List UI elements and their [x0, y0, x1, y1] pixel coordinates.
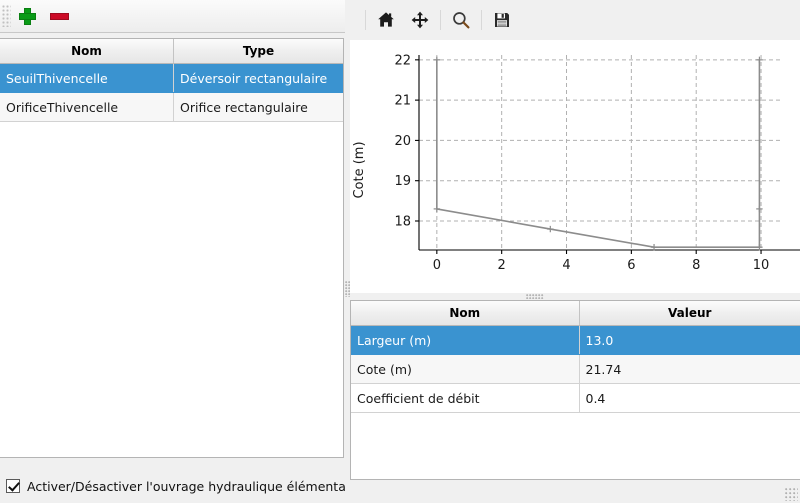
svg-text:20: 20 — [394, 134, 411, 149]
table-row[interactable]: OrificeThivencelle Orifice rectangulaire — [0, 92, 343, 122]
save-icon — [495, 13, 509, 27]
svg-text:6: 6 — [627, 258, 635, 273]
pan-button[interactable] — [403, 4, 437, 36]
elements-table-container[interactable]: Nom Type SeuilThivencelle Déversoir rect… — [0, 38, 344, 458]
zoom-icon — [453, 12, 470, 29]
toolbar-separator — [481, 10, 482, 30]
remove-element-button[interactable] — [43, 2, 75, 30]
cell-valeur[interactable]: 13.0 — [579, 325, 800, 355]
table-row[interactable]: Largeur (m) 13.0 — [351, 325, 800, 355]
elements-table: Nom Type SeuilThivencelle Déversoir rect… — [0, 39, 343, 122]
cell-nom[interactable]: Coefficient de débit — [351, 383, 580, 413]
svg-text:0: 0 — [433, 258, 441, 273]
svg-text:22: 22 — [394, 53, 411, 68]
properties-table-container[interactable]: Nom Valeur Largeur (m) 13.0 Cote (m) 21.… — [350, 300, 800, 480]
home-button[interactable] — [369, 4, 403, 36]
column-header-nom[interactable]: Nom — [351, 301, 580, 326]
table-row[interactable]: SeuilThivencelle Déversoir rectangulaire — [0, 63, 343, 93]
save-button[interactable] — [485, 4, 519, 36]
cell-type[interactable]: Déversoir rectangulaire — [173, 63, 343, 93]
svg-text:19: 19 — [394, 174, 411, 189]
toolbar-drag-handle[interactable] — [2, 5, 11, 27]
svg-text:8: 8 — [692, 258, 700, 273]
chart-gridlines — [419, 55, 781, 250]
column-header-nom[interactable]: Nom — [0, 39, 174, 64]
svg-text:18: 18 — [394, 214, 411, 229]
plot-navigation-toolbar — [350, 0, 800, 40]
cell-valeur[interactable]: 0.4 — [579, 383, 800, 413]
svg-text:10: 10 — [753, 258, 770, 273]
profile-chart[interactable]: 0 2 4 6 8 10 18 19 20 21 22 Cote (m) — [350, 40, 800, 293]
cell-nom[interactable]: SeuilThivencelle — [0, 63, 174, 93]
home-icon — [378, 12, 394, 27]
elements-table-header-row: Nom Type — [0, 39, 343, 64]
table-row[interactable]: Cote (m) 21.74 — [351, 354, 800, 384]
cell-nom[interactable]: Largeur (m) — [351, 325, 580, 355]
add-element-button[interactable] — [11, 2, 43, 30]
elements-toolbar — [0, 0, 345, 33]
activate-checkbox[interactable] — [6, 479, 20, 493]
right-panel: 0 2 4 6 8 10 18 19 20 21 22 Cote (m) Nom Valeur — [350, 0, 800, 503]
activate-checkbox-label: Activer/Désactiver l'ouvrage hydraulique… — [27, 478, 362, 494]
left-panel: Nom Type SeuilThivencelle Déversoir rect… — [0, 0, 362, 503]
splitter-grip — [345, 281, 350, 297]
chart-tick-labels: 0 2 4 6 8 10 18 19 20 21 22 — [394, 53, 769, 273]
horizontal-splitter[interactable] — [350, 293, 800, 300]
svg-text:2: 2 — [498, 258, 506, 273]
activate-checkbox-row: Activer/Désactiver l'ouvrage hydraulique… — [0, 475, 362, 497]
column-header-type[interactable]: Type — [173, 39, 343, 64]
chart-axes — [415, 55, 800, 254]
column-header-valeur[interactable]: Valeur — [579, 301, 800, 326]
chart-canvas: 0 2 4 6 8 10 18 19 20 21 22 Cote (m) — [350, 40, 800, 293]
cell-type[interactable]: Orifice rectangulaire — [173, 92, 343, 122]
window-resize-grip[interactable] — [785, 488, 798, 501]
toolbar-separator — [440, 10, 441, 30]
properties-table-header-row: Nom Valeur — [351, 301, 800, 326]
table-row[interactable]: Coefficient de débit 0.4 — [351, 383, 800, 413]
chart-background — [350, 40, 800, 293]
vertical-splitter[interactable] — [345, 0, 350, 503]
cell-nom[interactable]: OrificeThivencelle — [0, 92, 174, 122]
minus-icon — [49, 12, 69, 20]
move-icon — [411, 11, 429, 29]
chart-series — [436, 59, 761, 248]
properties-table: Nom Valeur Largeur (m) 13.0 Cote (m) 21.… — [351, 301, 800, 413]
chart-y-axis-label: Cote (m) — [352, 141, 367, 198]
svg-text:4: 4 — [562, 258, 570, 273]
plus-icon — [18, 7, 36, 25]
cell-valeur[interactable]: 21.74 — [579, 354, 800, 384]
splitter-grip — [526, 294, 544, 299]
svg-text:21: 21 — [394, 94, 411, 109]
chart-markers — [433, 56, 763, 251]
toolbar-separator — [365, 10, 366, 30]
zoom-button[interactable] — [444, 4, 478, 36]
cell-nom[interactable]: Cote (m) — [351, 354, 580, 384]
